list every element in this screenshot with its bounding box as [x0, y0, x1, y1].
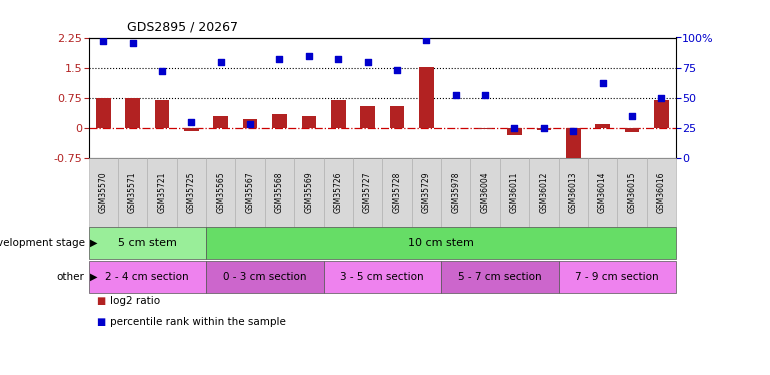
Text: GSM35570: GSM35570: [99, 171, 108, 213]
Text: GSM35727: GSM35727: [363, 171, 372, 213]
Point: [303, 53, 315, 58]
Text: 10 cm stem: 10 cm stem: [408, 238, 474, 248]
Point: [567, 128, 579, 134]
Text: 7 - 9 cm section: 7 - 9 cm section: [575, 272, 659, 282]
Bar: [155, 99, 169, 128]
Bar: [213, 116, 228, 128]
Bar: [595, 123, 610, 128]
Bar: [302, 116, 316, 128]
Text: 0 - 3 cm section: 0 - 3 cm section: [223, 272, 306, 282]
Text: GSM35569: GSM35569: [304, 171, 313, 213]
Text: ▶: ▶: [90, 238, 98, 248]
Point: [361, 58, 373, 64]
Text: GSM36015: GSM36015: [628, 171, 637, 213]
Text: GSM36014: GSM36014: [598, 171, 607, 213]
Bar: [477, 128, 493, 129]
Point: [126, 40, 139, 46]
Point: [508, 124, 521, 130]
Bar: [624, 128, 639, 132]
Point: [655, 94, 668, 100]
Text: 3 - 5 cm section: 3 - 5 cm section: [340, 272, 424, 282]
Point: [420, 37, 433, 43]
Text: GSM36004: GSM36004: [480, 171, 490, 213]
Text: 2 - 4 cm section: 2 - 4 cm section: [105, 272, 189, 282]
Text: log2 ratio: log2 ratio: [110, 296, 160, 306]
Point: [450, 92, 462, 98]
Text: GDS2895 / 20267: GDS2895 / 20267: [127, 21, 238, 34]
Bar: [390, 105, 404, 128]
Bar: [654, 100, 668, 128]
Point: [215, 58, 227, 64]
Text: GSM35725: GSM35725: [187, 171, 196, 213]
Text: GSM35571: GSM35571: [128, 171, 137, 213]
Text: GSM35565: GSM35565: [216, 171, 226, 213]
Point: [597, 80, 609, 86]
Bar: [126, 98, 140, 128]
Text: GSM35978: GSM35978: [451, 171, 460, 213]
Point: [479, 92, 491, 98]
Bar: [331, 99, 346, 128]
Bar: [566, 128, 581, 158]
Text: GSM35568: GSM35568: [275, 171, 284, 213]
Bar: [272, 114, 287, 128]
Bar: [537, 128, 551, 129]
Point: [391, 67, 403, 73]
Text: GSM35721: GSM35721: [158, 171, 166, 213]
Text: percentile rank within the sample: percentile rank within the sample: [110, 317, 286, 327]
Text: GSM35729: GSM35729: [422, 171, 431, 213]
Bar: [243, 119, 257, 128]
Text: GSM36013: GSM36013: [569, 171, 578, 213]
Bar: [507, 128, 522, 135]
Text: other: other: [57, 272, 85, 282]
Text: 5 cm stem: 5 cm stem: [118, 238, 177, 248]
Point: [537, 124, 550, 130]
Point: [156, 68, 168, 74]
Text: GSM35728: GSM35728: [393, 171, 401, 213]
Text: GSM36012: GSM36012: [539, 171, 548, 213]
Text: 5 - 7 cm section: 5 - 7 cm section: [458, 272, 541, 282]
Bar: [96, 98, 111, 128]
Text: GSM35726: GSM35726: [333, 171, 343, 213]
Point: [244, 121, 256, 127]
Point: [97, 38, 109, 44]
Point: [186, 118, 198, 124]
Text: GSM35567: GSM35567: [246, 171, 255, 213]
Point: [332, 56, 344, 62]
Text: development stage: development stage: [0, 238, 85, 248]
Bar: [419, 67, 434, 128]
Text: GSM36016: GSM36016: [657, 171, 666, 213]
Bar: [184, 128, 199, 131]
Text: GSM36011: GSM36011: [510, 171, 519, 213]
Bar: [360, 105, 375, 128]
Text: ▶: ▶: [90, 272, 98, 282]
Text: ■: ■: [96, 296, 105, 306]
Point: [273, 56, 286, 62]
Text: ■: ■: [96, 317, 105, 327]
Point: [626, 112, 638, 118]
